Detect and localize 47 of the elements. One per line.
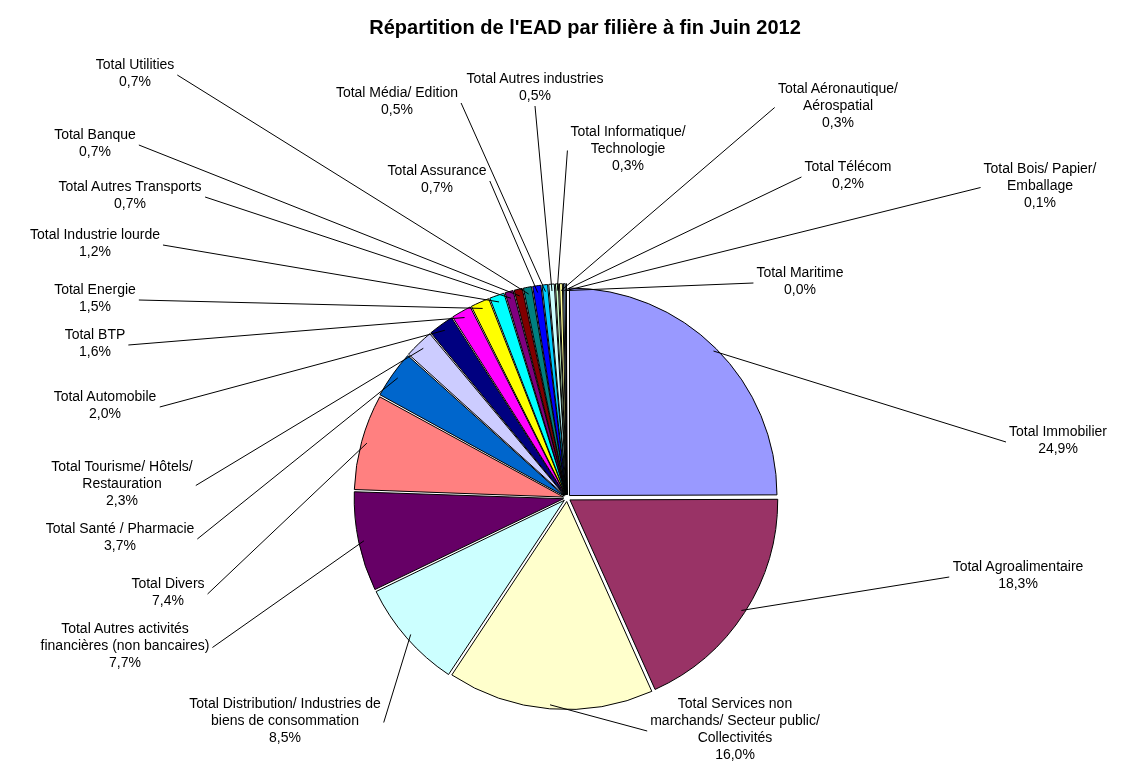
- slice-label: Total Autres Transports: [58, 177, 202, 194]
- data-label: 7,7%: [109, 653, 141, 670]
- data-label: 0,2%: [832, 174, 864, 191]
- data-label: 1,5%: [79, 297, 111, 314]
- slice-label: Total Agroalimentaire: [952, 557, 1084, 574]
- slice-label: Total Divers: [131, 574, 205, 591]
- slice-label: Total Aéronautique/ Aérospatial: [778, 79, 899, 113]
- slice-label: Total Energie: [54, 280, 137, 297]
- slice-label: Total BTP: [64, 325, 126, 342]
- data-label: 0,7%: [421, 178, 453, 195]
- slice-label: Total Services non marchands/ Secteur public/ Collectivités: [650, 694, 820, 745]
- data-label: 0,5%: [519, 86, 551, 103]
- data-label: 3,7%: [104, 536, 136, 553]
- slice-label: Total Autres activités financières (non bancaires): [40, 619, 210, 653]
- data-label: 0,1%: [1024, 193, 1056, 210]
- data-label: 0,3%: [822, 113, 854, 130]
- data-label: 8,5%: [269, 728, 301, 745]
- slice-label: Total Assurance: [387, 161, 487, 178]
- data-label: 0,7%: [114, 194, 146, 211]
- data-label: 7,4%: [152, 591, 184, 608]
- data-label: 2,0%: [89, 404, 121, 421]
- slice-label: Total Tourisme/ Hôtels/ Restauration: [51, 457, 193, 491]
- slice-label: Total Média/ Edition: [335, 83, 459, 100]
- slice-label: Total Utilities: [95, 55, 175, 72]
- slice-label: Total Banque: [54, 125, 137, 142]
- data-label: 16,0%: [715, 745, 755, 762]
- data-label: 1,6%: [79, 342, 111, 359]
- category-label: Total Maritime: [756, 263, 844, 280]
- data-label: 0,3%: [612, 156, 644, 173]
- data-label: 24,9%: [1038, 439, 1078, 456]
- data-label: 18,3%: [998, 574, 1038, 591]
- chart-title: Répartition de l'EAD par filière à fin Juin 2012: [369, 15, 801, 38]
- data-label: 0,5%: [381, 100, 413, 117]
- slice-label: Total Télécom: [804, 157, 892, 174]
- data-label: 0,7%: [79, 142, 111, 159]
- slice-label: Total Distribution/ Industries de biens de consommation: [189, 694, 381, 728]
- slice-label: Total Automobile: [53, 387, 157, 404]
- data-label: 0,7%: [119, 72, 151, 89]
- slice-label: Total Industrie lourde: [30, 225, 161, 242]
- slice-label: Total Informatique/ Technologie: [570, 122, 686, 156]
- data-label: 2,3%: [106, 491, 138, 508]
- data-label: 1,2%: [79, 242, 111, 259]
- slice-label: Total Bois/ Papier/ Emballage: [983, 159, 1097, 193]
- slice-label: Total Autres industries: [466, 69, 604, 86]
- slice-label: Total Immobilier: [1008, 422, 1108, 439]
- text: 0,0%: [784, 280, 816, 297]
- slice-label: Total Santé / Pharmacie: [45, 519, 195, 536]
